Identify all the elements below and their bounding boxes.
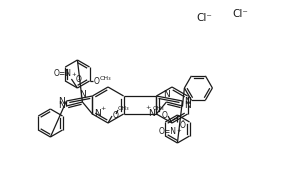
Text: +: + xyxy=(100,106,106,111)
Text: CH₃: CH₃ xyxy=(118,107,130,112)
Text: O: O xyxy=(94,76,100,86)
Text: -: - xyxy=(77,76,80,82)
Text: N: N xyxy=(58,98,64,107)
Text: N: N xyxy=(184,98,191,107)
Text: CH₃: CH₃ xyxy=(152,107,164,112)
Text: N: N xyxy=(163,90,170,99)
Text: Cl⁻: Cl⁻ xyxy=(196,13,212,23)
Text: +: + xyxy=(145,105,150,110)
Text: O: O xyxy=(75,75,81,85)
Text: N: N xyxy=(79,90,86,99)
Text: O: O xyxy=(161,111,167,120)
Text: N: N xyxy=(148,108,154,118)
Text: -: - xyxy=(181,117,184,123)
Text: +: + xyxy=(72,72,76,76)
Text: N: N xyxy=(94,108,101,118)
Text: O: O xyxy=(113,111,119,120)
Text: N: N xyxy=(184,101,191,111)
Text: Cl⁻: Cl⁻ xyxy=(232,9,248,19)
Text: N: N xyxy=(58,101,64,111)
Text: O=N: O=N xyxy=(53,69,72,79)
Text: CH₃: CH₃ xyxy=(100,76,111,81)
Text: +: + xyxy=(176,128,181,133)
Text: O: O xyxy=(179,120,185,130)
Text: O=N: O=N xyxy=(159,126,176,135)
